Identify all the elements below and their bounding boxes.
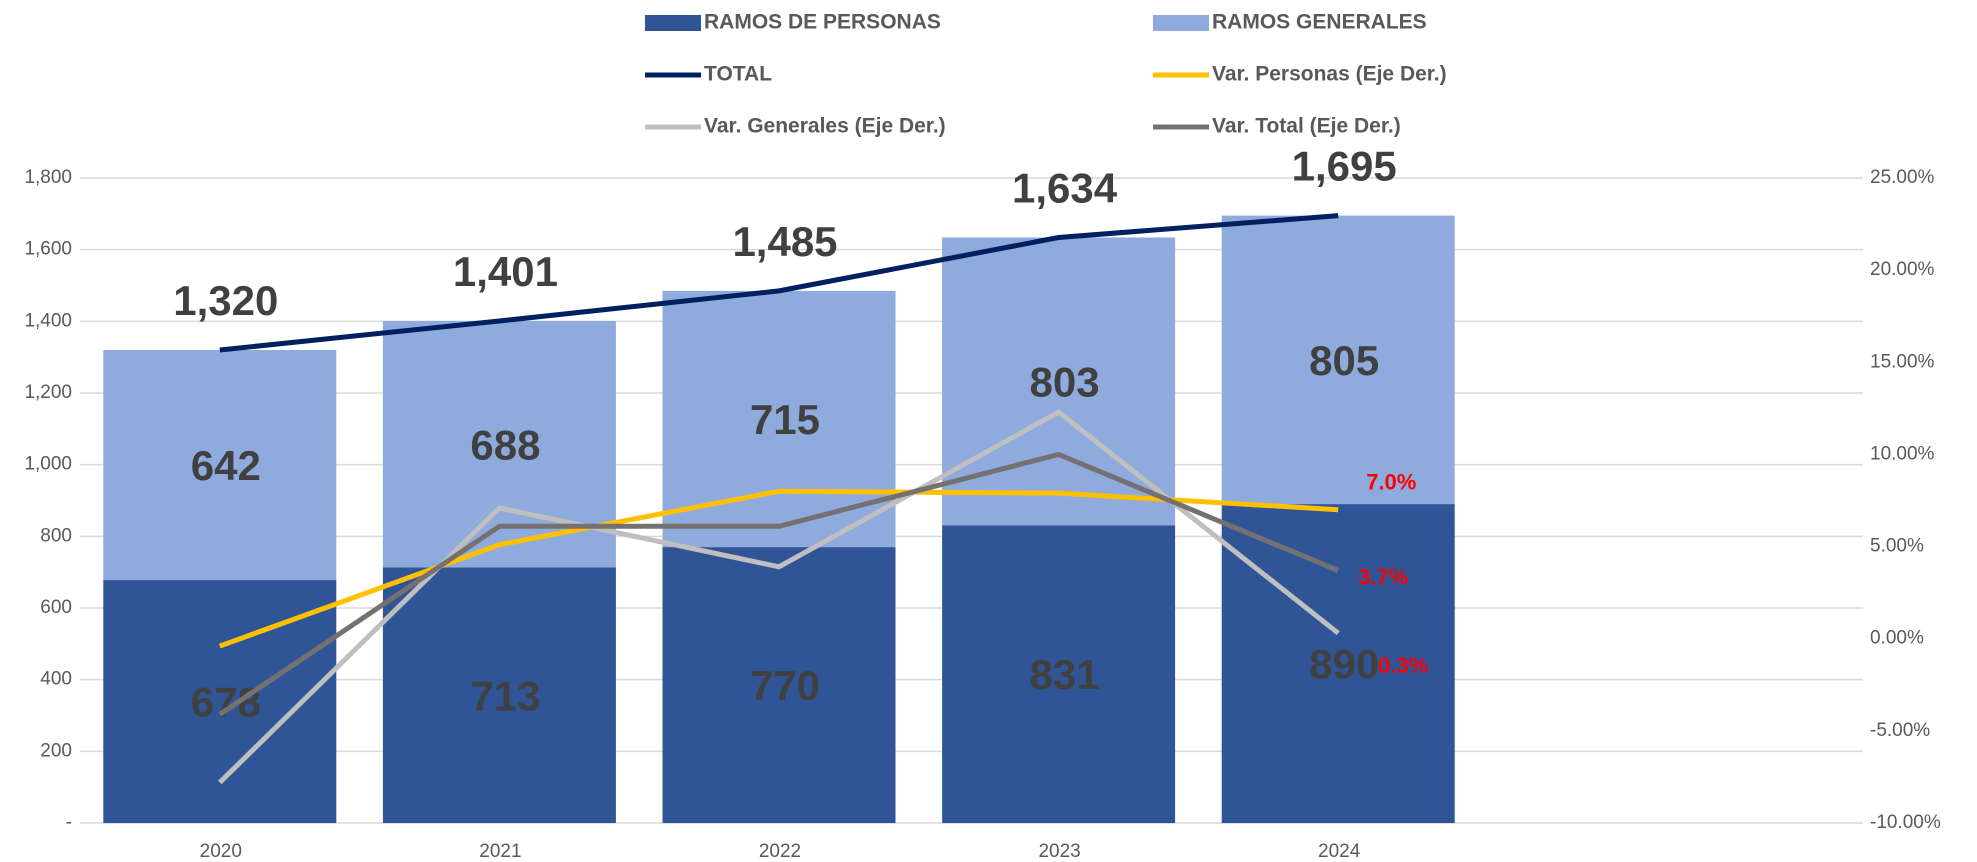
y-tick-label: 1,000 <box>24 454 72 475</box>
bar-label: 642 <box>191 442 261 489</box>
y2-tick-label: 15.00% <box>1870 351 1935 372</box>
legend-label: Var. Total (Eje Der.) <box>1212 115 1401 138</box>
line <box>219 213 1339 353</box>
legend-label: RAMOS DE PERSONAS <box>704 11 941 34</box>
bar-label: 770 <box>750 662 820 709</box>
value-label: 0.3% <box>1378 653 1428 678</box>
value-label: 1,320 <box>173 277 278 324</box>
bar-label: 831 <box>1030 651 1100 698</box>
line <box>218 409 1340 785</box>
x-tick-label: 2023 <box>1038 841 1080 862</box>
y-tick-label: 400 <box>40 669 72 690</box>
bar-label: 678 <box>191 679 261 726</box>
bar-label: 890 <box>1309 641 1379 688</box>
bar <box>942 525 1176 823</box>
value-label: 1,634 <box>1012 165 1118 212</box>
y2-tick-label: -10.00% <box>1870 812 1941 833</box>
value-label: 1,401 <box>453 248 558 295</box>
value-label: 1,485 <box>732 218 837 265</box>
value-label: 3.7% <box>1358 564 1408 589</box>
value-label: 7.0% <box>1366 470 1416 495</box>
legend-swatch <box>1153 15 1209 31</box>
y-tick-label: 200 <box>40 740 72 761</box>
y-tick-label: 600 <box>40 597 72 618</box>
bar <box>382 567 616 823</box>
legend-label: TOTAL <box>704 63 772 86</box>
y2-tick-label: 10.00% <box>1870 443 1935 464</box>
y-tick-label: 1,600 <box>24 239 72 260</box>
line <box>218 451 1340 717</box>
value-label: 1,695 <box>1292 143 1397 190</box>
bar-label: 715 <box>750 396 820 443</box>
bar <box>103 350 337 581</box>
x-tick-label: 2022 <box>759 841 801 862</box>
bar <box>1221 504 1455 823</box>
legend-label: Var. Personas (Eje Der.) <box>1212 63 1447 86</box>
bar <box>1221 215 1455 505</box>
y-tick-label: 1,400 <box>24 310 72 331</box>
bar-label: 803 <box>1030 358 1100 405</box>
x-tick-label: 2024 <box>1318 841 1361 862</box>
y2-tick-label: 25.00% <box>1870 167 1935 188</box>
bar-label: 805 <box>1309 337 1379 384</box>
bar <box>662 547 896 823</box>
y-tick-label: 800 <box>40 525 72 546</box>
y-tick-label: 1,200 <box>24 382 72 403</box>
legend-label: Var. Generales (Eje Der.) <box>704 115 946 138</box>
x-tick-label: 2021 <box>479 841 521 862</box>
y2-tick-label: 0.00% <box>1870 628 1924 649</box>
bar-label: 688 <box>470 421 540 468</box>
y2-tick-label: -5.00% <box>1870 720 1930 741</box>
y2-tick-label: 20.00% <box>1870 259 1935 280</box>
y-tick-label: 1,800 <box>24 167 72 188</box>
bar <box>942 237 1176 526</box>
y2-tick-label: 5.00% <box>1870 536 1924 557</box>
legend-label: RAMOS GENERALES <box>1212 11 1427 34</box>
line <box>218 488 1339 649</box>
bar-label: 713 <box>470 672 540 719</box>
legend-swatch <box>645 15 701 31</box>
y-tick-label: - <box>66 812 72 833</box>
x-tick-label: 2020 <box>200 841 242 862</box>
